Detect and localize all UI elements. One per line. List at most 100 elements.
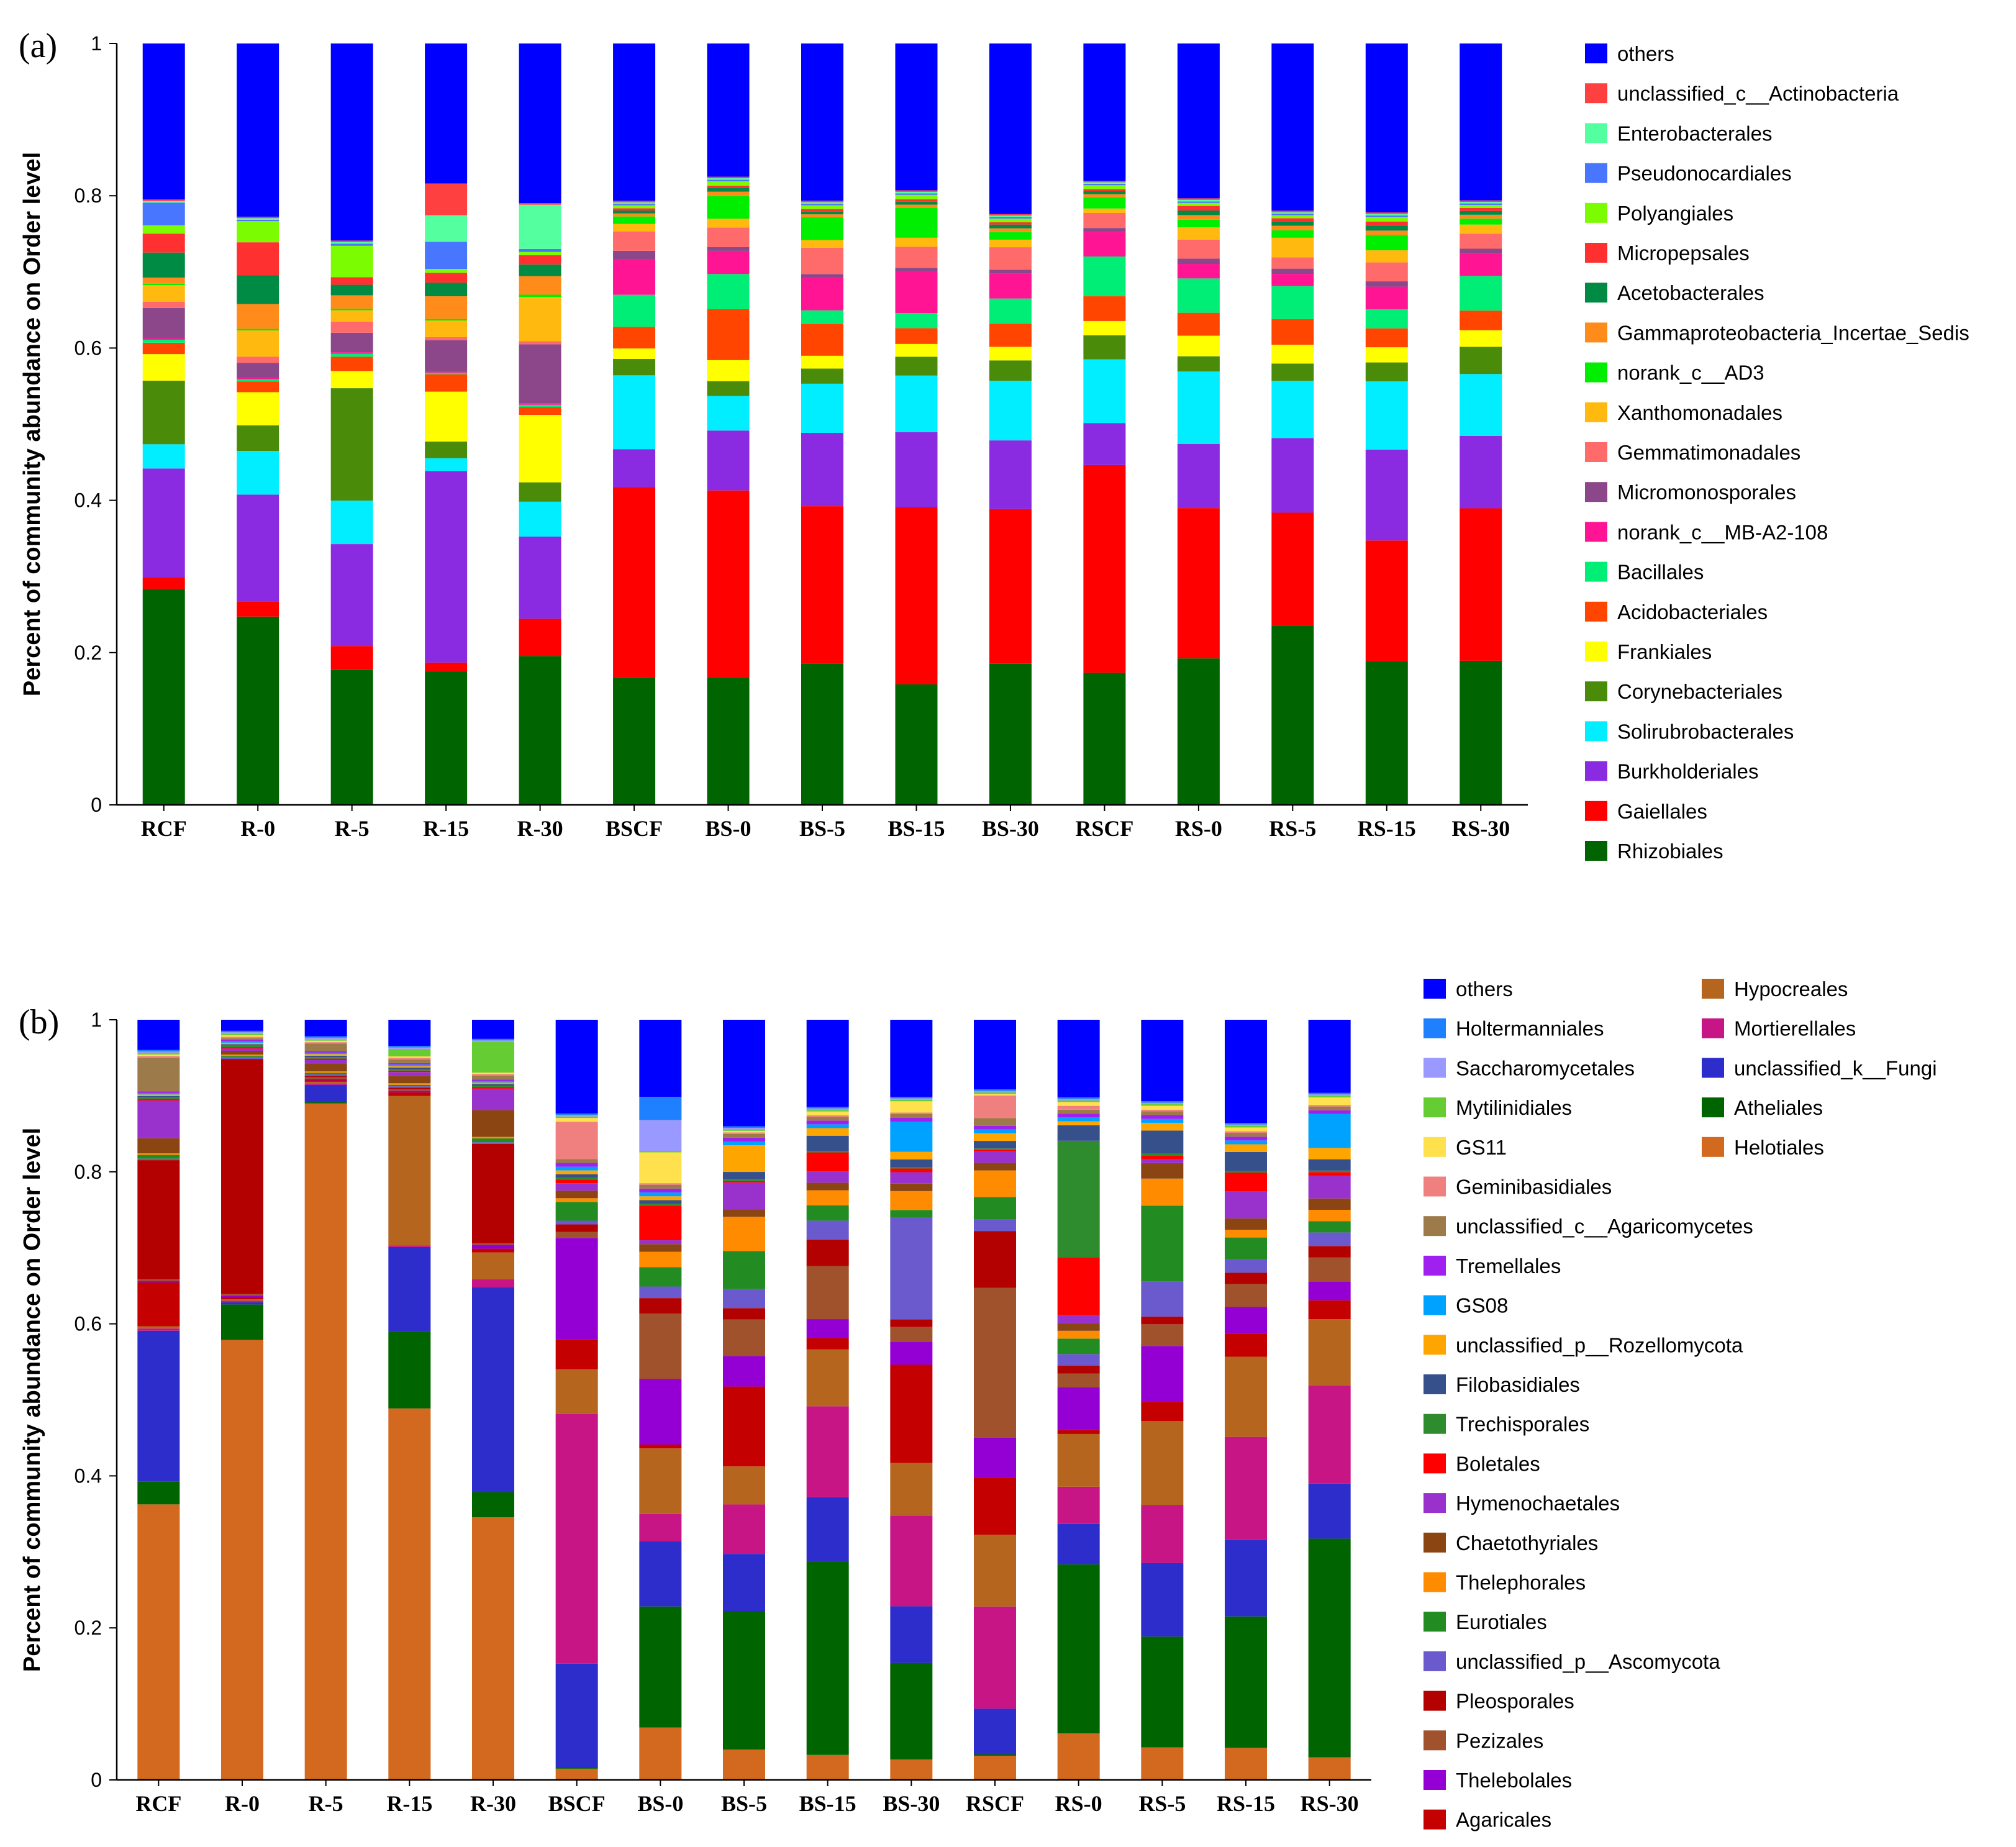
bar-segment-burkholderiales-rscf [1083, 423, 1126, 465]
x-tick-label: BS-15 [888, 816, 945, 841]
bar-segment-solirubrobacterales-bscf [613, 375, 656, 450]
bar-segment-frankiales-r-30 [519, 415, 561, 483]
bar-segment-hypocreales-rcf [137, 1326, 180, 1329]
bar-segment-acidobacteriales-rs-30 [1460, 311, 1502, 330]
legend-label: Saccharomycetales [1456, 1056, 1635, 1079]
bar-segment-mytilinidiales-r-0 [221, 1033, 263, 1036]
bar-segment-gammaproteobacteria-incertae-sedis-rscf [1083, 194, 1126, 197]
legend-swatch [1702, 1058, 1724, 1078]
bar-segment-helotiales-r-30 [472, 1517, 514, 1780]
bar-segment-agaricales-bs-30 [890, 1364, 933, 1463]
bar-segment-eurotiales-rs-30 [1308, 1221, 1351, 1233]
bar-segment-unclassified-p-rozellomycota-bs-0 [639, 1196, 682, 1200]
bar-segment-gs08-bs-30 [890, 1122, 933, 1152]
bar-segment-boletales-rs-30 [1308, 1172, 1351, 1176]
bar-segment-unclassified-c-actinobacteria-bs-30 [989, 214, 1032, 216]
bar-segment-xanthomonadales-bs-0 [707, 219, 750, 228]
legend-swatch [1585, 43, 1607, 63]
bar-segment-gs08-r-5 [304, 1052, 347, 1055]
bar-segment-mytilinidiales-r-30 [472, 1041, 514, 1073]
bar-segment-thelephorales-rs-15 [1225, 1230, 1267, 1238]
bar-segment-others-r-5 [304, 1020, 347, 1037]
bar-segment-burkholderiales-rs-15 [1365, 449, 1408, 541]
legend-label: Geminibasidiales [1456, 1176, 1612, 1199]
bar-segment-unclassified-c-actinobacteria-bscf [613, 201, 656, 202]
legend-label: Eurotiales [1456, 1610, 1547, 1633]
bar-segment-pleosporales-rs-5 [1141, 1316, 1184, 1325]
bar-segment-chaetothyriales-rs-30 [1308, 1198, 1351, 1210]
bar-segment-solirubrobacterales-rs-15 [1365, 381, 1408, 450]
bar-segment-burkholderiales-rs-5 [1271, 438, 1314, 513]
legend-swatch [1702, 979, 1724, 999]
bar-segment-micropepsales-bscf [613, 208, 656, 211]
panel-b-chart: (b) Percent of community abundance on Ord… [19, 978, 1937, 1831]
legend-swatch [1585, 83, 1607, 104]
bar-segment-gs08-bs-15 [806, 1124, 849, 1128]
bar-segment-micromonosporales-rs-30 [1460, 248, 1502, 253]
bar-segment-gammaproteobacteria-incertae-sedis-rs-0 [1177, 215, 1220, 220]
bar-segment-boletales-r-15 [388, 1070, 431, 1073]
bar-segment-hypocreales-bs-30 [890, 1463, 933, 1516]
bar-segment-hymenochaetales-rs-30 [1308, 1176, 1351, 1199]
bar-segment-xanthomonadales-rcf [142, 285, 185, 302]
bar-segment-enterobacterales-bs-15 [895, 191, 938, 194]
bar-segment-thelebolales-rs-0 [1057, 1387, 1100, 1430]
bar-segment-trechisporales-bs-15 [806, 1151, 849, 1153]
bar-segment-gemmatimonadales-rcf [142, 301, 185, 308]
bar-segment-corynebacteriales-bs-15 [895, 356, 938, 376]
bar-segment-pseudonocardiales-rscf [1083, 183, 1126, 186]
bar-segment-acidobacteriales-bs-0 [707, 309, 750, 360]
bar-segment-helotiales-rs-30 [1308, 1757, 1351, 1780]
bar-segment-gs11-rs-0 [1057, 1102, 1100, 1106]
legend-label: Thelebolales [1456, 1769, 1572, 1792]
bar-segment-holtermanniales-bs-15 [806, 1107, 849, 1109]
bar-segment-hypocreales-r-5 [304, 1081, 347, 1084]
bar-segment-unclassified-p-rozellomycota-rs-30 [1308, 1148, 1351, 1159]
bar-segment-micropepsales-bs-0 [707, 186, 750, 188]
bar-segment-corynebacteriales-r-30 [519, 482, 561, 502]
bar-segment-boletales-bs-5 [723, 1181, 765, 1183]
bar-segment-unclassified-c-agaricomycetes-rscf [974, 1118, 1016, 1126]
bar-segment-frankiales-r-0 [237, 392, 279, 425]
bar-segment-pezizales-rscf [974, 1287, 1016, 1438]
bar-segment-others-rs-15 [1225, 1020, 1267, 1123]
legend-label: Hypocreales [1734, 978, 1848, 1001]
bar-segment-trechisporales-bs-30 [890, 1167, 933, 1169]
legend-swatch [1702, 1018, 1724, 1038]
legend-swatch [1585, 841, 1607, 861]
bar-segment-gaiellales-r-5 [330, 646, 373, 670]
bar-segment-gammaproteobacteria-incertae-sedis-r-0 [237, 304, 279, 329]
bar-segment-eurotiales-rs-15 [1225, 1237, 1267, 1259]
bar-segment-unclassified-p-ascomycota-bs-15 [806, 1220, 849, 1240]
bar-segment-unclassified-c-agaricomycetes-rs-5 [1141, 1111, 1184, 1115]
bar-segment-eurotiales-rs-0 [1057, 1338, 1100, 1355]
bar-segment-micromonosporales-rs-0 [1177, 258, 1220, 265]
bar-segment-unclassified-c-agaricomycetes-r-15 [388, 1059, 431, 1063]
bar-segment-corynebacteriales-r-5 [330, 388, 373, 501]
bar-segment-enterobacterales-r-0 [237, 218, 279, 220]
bar-segment-gaiellales-r-15 [425, 662, 468, 672]
bar-segment-norank-c-mb-a2-108-rs-5 [1271, 274, 1314, 286]
bar-segment-saccharomycetales-bs-5 [723, 1127, 765, 1130]
x-tick-label: RCF [135, 1791, 181, 1816]
bar-segment-norank-c-ad3-rs-15 [1365, 235, 1408, 251]
bar-segment-gaiellales-r-0 [237, 601, 279, 617]
bar-segment-norank-c-mb-a2-108-rcf [142, 338, 185, 340]
bar-segment-frankiales-r-5 [330, 371, 373, 389]
bar-segment-boletales-rscf [974, 1150, 1016, 1152]
bar-segment-agaricales-rcf [137, 1282, 180, 1327]
bar-segment-micropepsales-rs-0 [1177, 206, 1220, 211]
bar-segment-hymenochaetales-r-30 [472, 1088, 514, 1110]
bar-segment-micropepsales-rs-15 [1365, 221, 1408, 226]
bar-segment-pezizales-rcf [137, 1279, 180, 1281]
bar-segment-corynebacteriales-r-0 [237, 425, 279, 452]
bar-segment-mortierellales-r-5 [304, 1083, 347, 1085]
bar-segment-geminibasidiales-rcf [137, 1056, 180, 1058]
x-tick-label: R-30 [517, 816, 563, 841]
bar-segment-burkholderiales-bs-15 [895, 432, 938, 507]
bar-segment-agaricales-rs-0 [1057, 1430, 1100, 1434]
bar-segment-trechisporales-rs-15 [1225, 1171, 1267, 1173]
bar-segment-boletales-rs-0 [1057, 1257, 1100, 1315]
bar-segment-gaiellales-bscf [613, 487, 656, 678]
bar-segment-pseudonocardiales-bs-5 [801, 204, 843, 206]
